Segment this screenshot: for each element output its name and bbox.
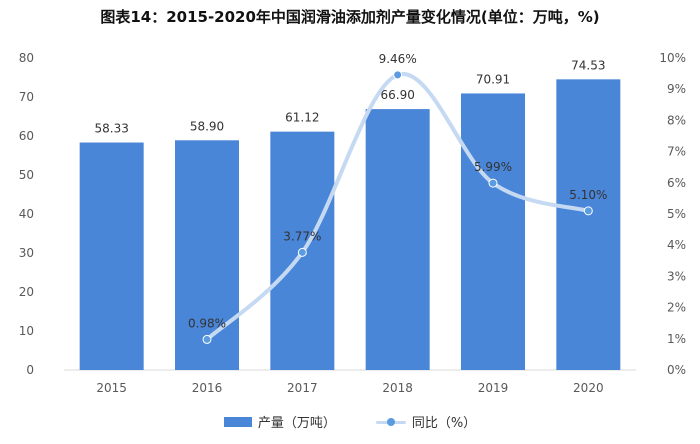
y-right-tick-label: 0% — [667, 363, 686, 377]
yoy-point — [393, 70, 403, 80]
bar — [175, 140, 239, 370]
bar — [79, 142, 144, 370]
y-right-tick-label: 5% — [667, 207, 686, 221]
yoy-point — [202, 334, 212, 344]
y-right-tick-label: 7% — [667, 145, 686, 159]
chart-title: 图表14：2015-2020年中国润滑油添加剂产量变化情况(单位：万吨，%) — [100, 8, 600, 26]
y-right-tick-label: 3% — [667, 269, 686, 283]
bar — [556, 79, 621, 370]
legend-item-production[interactable]: 产量（万吨） — [223, 412, 336, 431]
yoy-value-label: 5.99% — [474, 160, 512, 174]
y-right-tick-label: 9% — [667, 82, 686, 96]
y-left-tick-label: 0 — [26, 363, 34, 377]
x-tick-label: 2017 — [287, 381, 318, 395]
y-left-tick-label: 10 — [19, 324, 34, 338]
y-left-tick-label: 40 — [19, 207, 34, 221]
legend-item-yoy[interactable]: 同比（%） — [375, 412, 477, 431]
x-tick-label: 2015 — [96, 381, 127, 395]
y-right-tick-label: 1% — [667, 332, 686, 346]
yoy-value-label: 0.98% — [188, 316, 226, 330]
bar-value-label: 58.33 — [94, 122, 128, 136]
yoy-point — [488, 178, 498, 188]
y-left-tick-label: 30 — [19, 246, 34, 260]
x-tick-label: 2019 — [478, 381, 509, 395]
yoy-point — [583, 206, 593, 216]
yoy-value-label: 3.77% — [283, 229, 321, 243]
bar-value-label: 61.12 — [285, 111, 319, 125]
y-left-tick-label: 70 — [19, 90, 34, 104]
bar — [461, 93, 525, 371]
y-left-tick-label: 60 — [19, 129, 34, 143]
bar-value-label: 74.53 — [571, 58, 605, 72]
yoy-point — [297, 247, 307, 257]
x-tick-label: 2020 — [573, 381, 604, 395]
legend-line-swatch — [375, 417, 406, 427]
yoy-value-label: 9.46% — [379, 52, 417, 66]
bar-value-label: 58.90 — [190, 119, 224, 133]
y-right-tick-label: 2% — [667, 301, 686, 315]
y-right-tick-label: 4% — [667, 238, 686, 252]
legend-label-production: 产量（万吨） — [257, 416, 336, 431]
y-right-tick-label: 8% — [667, 113, 686, 127]
bar — [365, 109, 430, 370]
x-tick-label: 2016 — [192, 381, 223, 395]
yoy-value-label: 5.10% — [569, 188, 607, 202]
y-right-tick-label: 10% — [659, 51, 686, 65]
bar-value-label: 70.91 — [476, 72, 510, 86]
legend-label-yoy: 同比（%） — [411, 416, 477, 431]
y-left-tick-label: 80 — [19, 51, 34, 65]
x-tick-label: 2018 — [382, 381, 413, 395]
chart-legend: 产量（万吨） 同比（%） — [0, 412, 700, 431]
y-left-tick-label: 20 — [19, 285, 34, 299]
y-right-tick-label: 6% — [667, 176, 686, 190]
bar-value-label: 66.90 — [380, 88, 414, 102]
y-left-tick-label: 50 — [19, 168, 34, 182]
legend-bar-swatch — [223, 416, 252, 427]
